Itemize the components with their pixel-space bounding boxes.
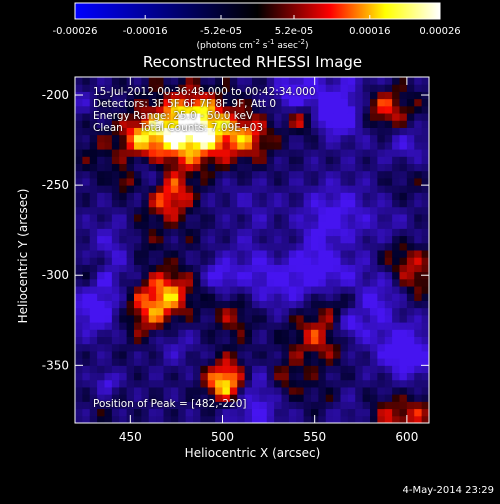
units-text: s bbox=[259, 41, 268, 51]
x-tick-label: 500 bbox=[211, 430, 234, 444]
colorbar-units: (photons cm-2 s-1 asec-2) bbox=[75, 38, 430, 51]
units-sup: -1 bbox=[267, 38, 275, 46]
colorbar-tick-label: 0.00016 bbox=[349, 26, 390, 37]
x-tick-label: 600 bbox=[395, 430, 418, 444]
units-sup: -2 bbox=[298, 38, 305, 46]
colorbar bbox=[74, 2, 441, 20]
units-sup: -2 bbox=[252, 38, 260, 46]
x-axis-label: Heliocentric X (arcsec) bbox=[184, 446, 321, 460]
colorbar-tick-label: -0.00016 bbox=[123, 26, 168, 37]
colorbar-tick-label: -5.2e-05 bbox=[200, 26, 242, 37]
y-axis-label: Heliocentric Y (arcsec) bbox=[16, 188, 30, 324]
plot-title: Reconstructed RHESSI Image bbox=[142, 53, 363, 71]
y-tick-label: -200 bbox=[42, 88, 69, 102]
y-tick-label: -250 bbox=[42, 178, 69, 192]
plot-axes: 450 500 550 600 -200 -250 -300 -350 bbox=[42, 77, 429, 444]
colorbar-tick-label: 5.2e-05 bbox=[275, 26, 313, 37]
colorbar-ticks: -0.00026 -0.00016 -5.2e-05 5.2e-05 0.00016 0.… bbox=[53, 15, 461, 37]
heatmap-image bbox=[75, 77, 429, 423]
units-text: asec bbox=[274, 41, 299, 51]
units-text: ) bbox=[305, 41, 309, 51]
y-tick-label: -350 bbox=[42, 358, 69, 372]
x-tick-label: 450 bbox=[119, 430, 142, 444]
y-tick-label: -300 bbox=[42, 268, 69, 282]
colorbar-tick-label: -0.00026 bbox=[53, 26, 98, 37]
plot-frame bbox=[74, 76, 430, 424]
peak-position: Position of Peak = [482,-220] bbox=[93, 398, 247, 410]
timestamp-footer: 4-May-2014 23:29 bbox=[402, 485, 494, 496]
x-tick-label: 550 bbox=[303, 430, 326, 444]
units-text: (photons cm bbox=[196, 41, 253, 51]
colorbar-tick-label: 0.00026 bbox=[419, 26, 460, 37]
